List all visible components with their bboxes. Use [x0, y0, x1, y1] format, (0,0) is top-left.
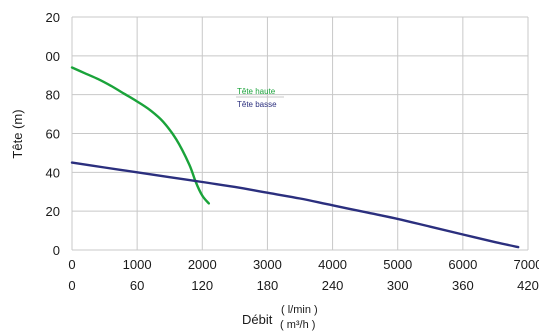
x-tick-label-lmin: 2000 [188, 257, 217, 272]
legend-label-tete-basse: Tête basse [237, 100, 277, 109]
x-tick-label-lmin: 0 [68, 257, 75, 272]
x-tick-label-m3h: 240 [322, 278, 344, 293]
series-line-tete-haute [70, 66, 210, 205]
y-tick-label: 80 [46, 88, 60, 103]
x-tick-label-lmin: 5000 [383, 257, 412, 272]
y-axis-ticks: 0 20 40 60 80 00 20 [46, 10, 60, 258]
x-axis-title: Débit [242, 312, 273, 327]
x-tick-label-lmin: 1000 [123, 257, 152, 272]
y-tick-label: 00 [46, 49, 60, 64]
y-tick-label: 20 [46, 204, 60, 219]
x-tick-label-m3h: 60 [130, 278, 144, 293]
y-tick-label: 60 [46, 127, 60, 142]
series-lines [70, 66, 520, 249]
y-tick-label: 0 [53, 243, 60, 258]
legend: Tête haute Tête basse [236, 87, 284, 109]
x-axis-unit-m3h: ( m³/h ) [280, 319, 315, 331]
grid [71, 16, 529, 251]
x-axis-ticks-lmin: 0 1000 2000 3000 4000 5000 6000 7000 [68, 257, 539, 272]
x-tick-label-lmin: 6000 [448, 257, 477, 272]
series-line-tete-basse [70, 161, 520, 249]
x-tick-label-m3h: 120 [191, 278, 213, 293]
x-axis-unit-lmin: ( l/min ) [281, 304, 318, 316]
x-tick-label-lmin: 4000 [318, 257, 347, 272]
y-tick-label: 20 [46, 10, 60, 25]
x-tick-label-m3h: 0 [68, 278, 75, 293]
x-tick-label-lmin: 3000 [253, 257, 282, 272]
x-tick-label-m3h: 420 [517, 278, 539, 293]
y-axis-title: Tête (m) [10, 109, 25, 158]
y-tick-label: 40 [46, 165, 60, 180]
x-axis-ticks-m3h: 0 60 120 180 240 300 360 420 [68, 278, 538, 293]
x-tick-label-m3h: 300 [387, 278, 409, 293]
legend-label-tete-haute: Tête haute [237, 87, 276, 96]
x-tick-label-m3h: 360 [452, 278, 474, 293]
x-tick-label-m3h: 180 [257, 278, 279, 293]
x-tick-label-lmin: 7000 [514, 257, 539, 272]
